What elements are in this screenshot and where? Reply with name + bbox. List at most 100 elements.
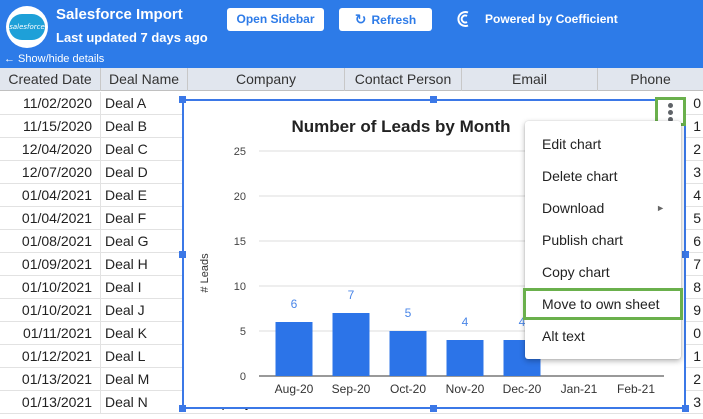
submenu-arrow-icon: ►: [656, 203, 665, 213]
open-sidebar-button[interactable]: Open Sidebar: [227, 8, 324, 31]
cell-deal-name[interactable]: Deal J: [105, 302, 145, 318]
refresh-label: Refresh: [371, 13, 417, 27]
col-phone[interactable]: Phone: [630, 71, 671, 87]
menu-item-download[interactable]: Download ►: [525, 192, 681, 224]
import-title: Salesforce Import: [56, 6, 183, 23]
cell-created-date[interactable]: 01/10/2021: [0, 299, 101, 322]
cell-phone-edge[interactable]: 3: [693, 164, 701, 180]
addon-header: salesforce Salesforce Import Last update…: [0, 0, 703, 68]
x-tick-label: Dec-20: [503, 382, 542, 396]
coefficient-logo-icon: [457, 11, 469, 27]
cell-phone-edge[interactable]: 6: [693, 233, 701, 249]
cell-phone-edge[interactable]: 0: [693, 95, 701, 111]
menu-item-move-to-own-sheet[interactable]: Move to own sheet: [523, 288, 683, 320]
y-tick-label: 10: [234, 281, 246, 293]
col-deal-name[interactable]: Deal Name: [101, 68, 188, 91]
bar-value-label: 6: [291, 297, 298, 311]
cell-created-date[interactable]: 01/12/2021: [0, 345, 101, 368]
cell-deal-name[interactable]: Deal I: [105, 279, 142, 295]
resize-handle-bottom-left[interactable]: [179, 405, 186, 412]
col-company[interactable]: Company: [188, 68, 345, 91]
x-tick-label: Jan-21: [561, 382, 598, 396]
x-tick-label: Sep-20: [332, 382, 371, 396]
cell-phone-edge[interactable]: 4: [693, 187, 701, 203]
cell-created-date[interactable]: 01/08/2021: [0, 230, 101, 253]
cell-phone-edge[interactable]: 1: [693, 118, 701, 134]
bar-value-label: 7: [348, 288, 355, 302]
cell-phone-edge[interactable]: 0: [693, 325, 701, 341]
column-header-row: Created Date Deal Name Company Contact P…: [0, 68, 703, 91]
cell-phone-edge[interactable]: 9: [693, 302, 701, 318]
cell-deal-name[interactable]: Deal A: [105, 95, 147, 111]
cell-phone-edge[interactable]: 2: [693, 371, 701, 387]
menu-item-label: Delete chart: [542, 168, 618, 184]
bar: [389, 331, 427, 376]
bar-value-label: 5: [405, 306, 412, 320]
cell-deal-name[interactable]: Deal F: [105, 210, 147, 226]
cell-created-date[interactable]: 11/02/2020: [0, 92, 101, 115]
cell-phone-edge[interactable]: 8: [693, 279, 701, 295]
cell-phone-edge[interactable]: 7: [693, 256, 701, 272]
menu-item-label: Alt text: [542, 328, 585, 344]
cell-created-date[interactable]: 01/09/2021: [0, 253, 101, 276]
cell-deal-name[interactable]: Deal G: [105, 233, 149, 249]
cell-deal-name[interactable]: Deal H: [105, 256, 148, 272]
bar: [332, 313, 370, 376]
cell-created-date[interactable]: 12/04/2020: [0, 138, 101, 161]
y-tick-label: 25: [234, 146, 246, 158]
cell-created-date[interactable]: 01/10/2021: [0, 276, 101, 299]
col-email[interactable]: Email: [462, 68, 598, 91]
cell-deal-name[interactable]: Deal N: [105, 394, 148, 410]
table-row: 01/09/2021 Deal H 7: [0, 253, 703, 276]
cell-created-date[interactable]: 01/13/2021: [0, 368, 101, 391]
cell-deal-name[interactable]: Deal C: [105, 141, 148, 157]
menu-item-edit-chart[interactable]: Edit chart: [525, 128, 681, 160]
x-tick-label: Nov-20: [446, 382, 485, 396]
menu-item-label: Download: [542, 200, 605, 216]
cell-deal-name[interactable]: Deal L: [105, 348, 146, 364]
show-hide-details-link[interactable]: ← Show/hide details: [4, 53, 105, 65]
resize-handle-top[interactable]: [430, 96, 437, 103]
y-tick-label: 15: [234, 236, 246, 248]
menu-item-alt-text[interactable]: Alt text: [525, 320, 681, 352]
cell-deal-name[interactable]: Deal M: [105, 371, 150, 387]
y-tick-label: 5: [240, 326, 246, 338]
cell-created-date[interactable]: 01/04/2021: [0, 184, 101, 207]
resize-handle-bottom-right[interactable]: [682, 405, 689, 412]
cell-deal-name[interactable]: Deal D: [105, 164, 148, 180]
cell-deal-name[interactable]: Deal E: [105, 187, 148, 203]
cell-deal-name[interactable]: Deal K: [105, 325, 148, 341]
cell-created-date[interactable]: 01/11/2021: [0, 322, 101, 345]
bar: [275, 322, 313, 376]
resize-handle-left[interactable]: [179, 251, 186, 258]
col-contact-person[interactable]: Contact Person: [345, 68, 462, 91]
bar-value-label: 4: [519, 315, 526, 329]
y-axis-label: # Leads: [199, 253, 211, 293]
cell-phone-edge[interactable]: 2: [693, 141, 701, 157]
menu-item-publish-chart[interactable]: Publish chart: [525, 224, 681, 256]
chart-title: Number of Leads by Month: [291, 117, 510, 136]
menu-item-delete-chart[interactable]: Delete chart: [525, 160, 681, 192]
y-tick-label: 20: [234, 191, 246, 203]
last-updated-text: Last updated 7 days ago: [56, 30, 208, 45]
cell-phone-edge[interactable]: 1: [693, 348, 701, 364]
cell-created-date[interactable]: 01/13/2021: [0, 391, 101, 414]
cell-phone-edge[interactable]: 5: [693, 210, 701, 226]
resize-handle-bottom[interactable]: [430, 405, 437, 412]
menu-item-label: Edit chart: [542, 136, 602, 152]
powered-by-label: Powered by Coefficient: [485, 12, 618, 26]
cell-created-date[interactable]: 12/07/2020: [0, 161, 101, 184]
col-created-date[interactable]: Created Date: [0, 68, 101, 91]
cell-created-date[interactable]: 01/04/2021: [0, 207, 101, 230]
salesforce-logo: salesforce: [6, 6, 48, 48]
cell-deal-name[interactable]: Deal B: [105, 118, 148, 134]
menu-item-copy-chart[interactable]: Copy chart: [525, 256, 681, 288]
resize-handle-right[interactable]: [682, 251, 689, 258]
cell-phone-edge[interactable]: 3: [693, 394, 701, 410]
refresh-button[interactable]: ↻ Refresh: [339, 8, 432, 31]
chart-context-menu: Edit chart Delete chart Download ► Publis…: [523, 121, 683, 359]
bar: [446, 340, 484, 376]
resize-handle-top-left[interactable]: [179, 96, 186, 103]
menu-item-label: Publish chart: [542, 232, 623, 248]
cell-created-date[interactable]: 11/15/2020: [0, 115, 101, 138]
